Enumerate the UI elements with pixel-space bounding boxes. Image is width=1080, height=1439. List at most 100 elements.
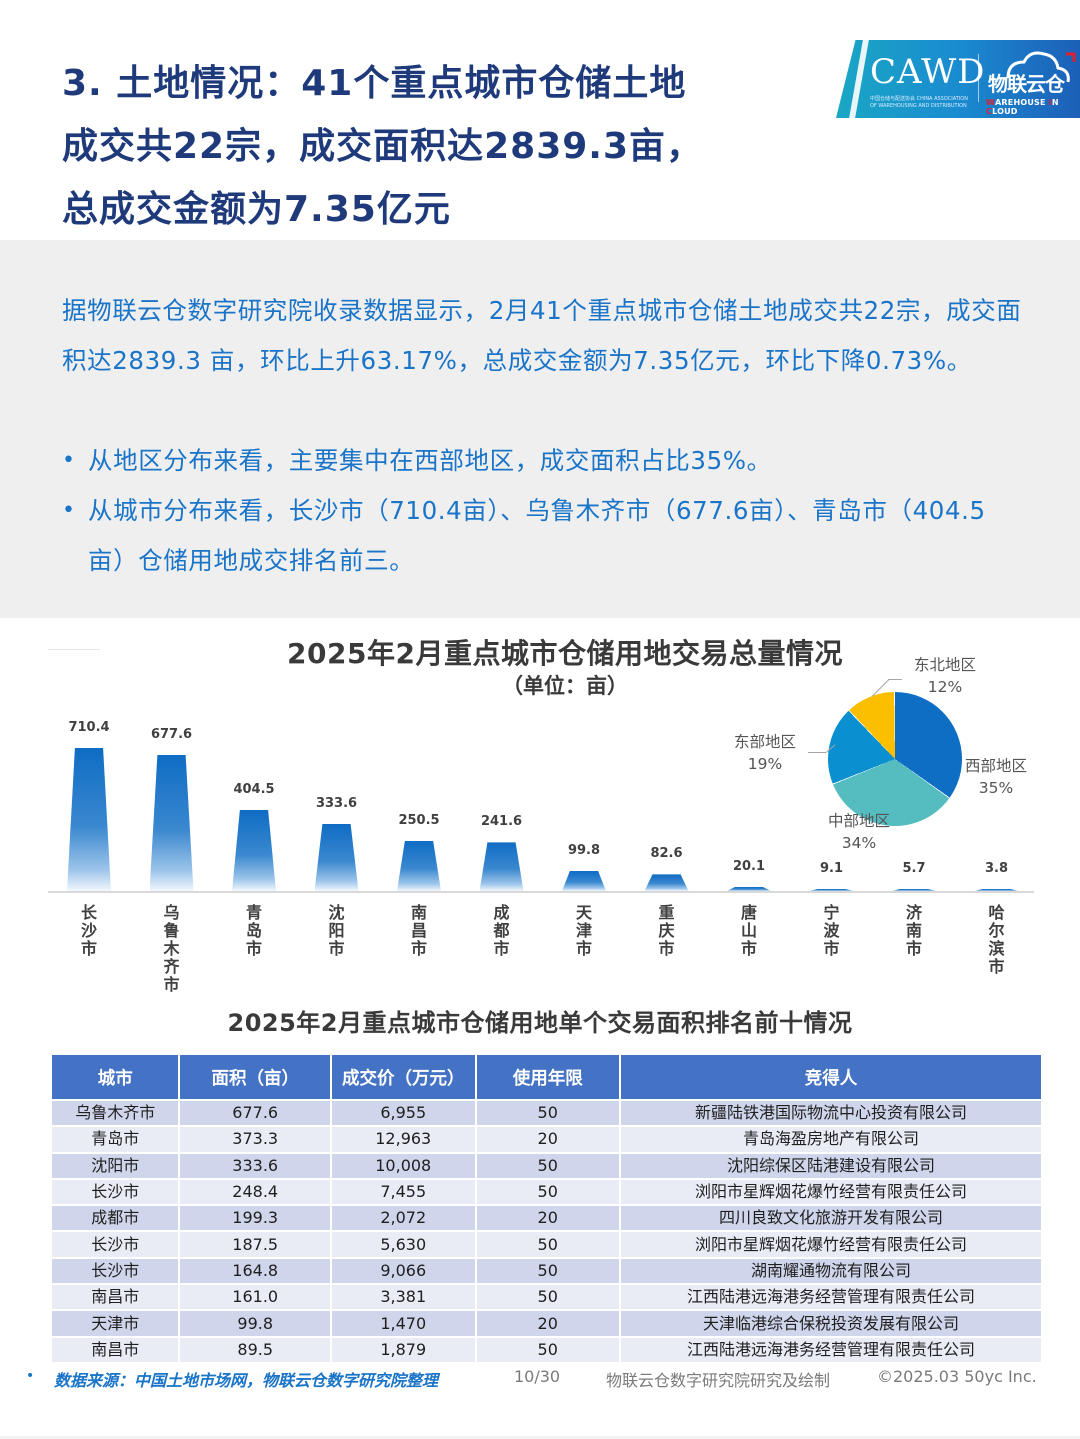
bar-column: 250.5 南昌市 [378,708,460,1008]
cell-winner: 沈阳综保区陆港建设有限公司 [620,1153,1041,1178]
table-header-row: 城市 面积（亩） 成交价（万元） 使用年限 竞得人 [52,1055,1041,1099]
leader-line [888,679,902,680]
cell-term: 20 [476,1311,619,1336]
cloud-icon [1006,51,1076,83]
page-title: 3. 土地情况：41个重点城市仓储土地 成交共22宗，成交面积达2839.3亩，… [62,52,802,241]
cell-area: 89.5 [180,1337,330,1362]
top-ten-table: 城市 面积（亩） 成交价（万元） 使用年限 竞得人 乌鲁木齐市 677.6 6,95… [50,1053,1043,1364]
cell-term: 50 [476,1285,619,1310]
bar-value-label: 20.1 [732,858,766,874]
cell-area: 199.3 [180,1206,330,1231]
bar-value-label: 677.6 [150,726,193,742]
cawd-subtitle: 中国仓储与配送协会 CHINA ASSOCIATION OF WAREHOUSI… [870,96,968,109]
table-row: 成都市 199.3 2,072 20 四川良致文化旅游开发有限公司 [52,1206,1041,1231]
cell-winner: 江西陆港远海港务经营管理有限责任公司 [620,1337,1041,1362]
warehouse-cloud-cn: 物联云仓 [988,72,1065,96]
cell-area: 99.8 [180,1311,330,1336]
summary-paragraph: 据物联云仓数字研究院收录数据显示，2月41个重点城市仓储土地成交共22宗，成交面… [62,296,1022,375]
cell-area: 373.3 [180,1127,330,1152]
summary-bullet-city: 从城市分布来看，长沙市（710.4亩）、乌鲁木齐市（677.6亩）、青岛市（40… [88,496,986,575]
bar-category-label: 宁波市 [823,903,840,958]
cell-winner: 浏阳市星辉烟花爆竹经营有限责任公司 [620,1232,1041,1257]
bar-column: 82.6 重庆市 [626,708,708,1008]
credit-text: 物联云仓数字研究院研究及绘制 [606,1371,831,1390]
cell-price: 6,955 [331,1101,475,1126]
col-price: 成交价（万元） [331,1055,475,1099]
cell-term: 20 [476,1206,619,1231]
cell-term: 50 [476,1101,619,1126]
bar [809,889,854,891]
bar [892,889,936,891]
cell-winner: 新疆陆铁港国际物流中心投资有限公司 [620,1101,1041,1126]
cell-winner: 江西陆港远海港务经营管理有限责任公司 [620,1285,1041,1310]
copyright-text: ©2025.03 50yc Inc. [877,1367,1037,1386]
bar-column: 20.1 唐山市 [708,708,790,1008]
bar-category-label: 长沙市 [80,903,97,958]
pie-label-west: 西部地区 35% [964,757,1027,797]
cell-city: 南昌市 [52,1337,179,1362]
warehouse-cloud-en: WAREHOUSE IN CLOUD [986,98,1059,116]
cell-winner: 天津临港综合保税投资发展有限公司 [620,1311,1041,1336]
cell-city: 长沙市 [52,1232,179,1257]
x-axis-line [48,891,1034,893]
bar-value-label: 99.8 [567,842,601,858]
bullet-dot-icon: • [62,498,75,523]
col-city: 城市 [52,1055,179,1099]
cell-price: 12,963 [331,1127,475,1152]
region-pie-chart [828,692,962,826]
bar-column: 710.4 长沙市 [48,708,130,1008]
bar-value-label: 3.8 [984,861,1009,876]
bar-column: 404.5 青岛市 [213,708,295,1008]
cell-term: 20 [476,1127,619,1152]
cell-winner: 四川良致文化旅游开发有限公司 [620,1206,1041,1231]
col-term: 使用年限 [476,1055,619,1099]
bar-category-label: 成都市 [493,903,510,958]
cell-city: 南昌市 [52,1285,179,1310]
page-header: 3. 土地情况：41个重点城市仓储土地 成交共22宗，成交面积达2839.3亩，… [0,0,1080,240]
bar [727,886,771,891]
col-winner: 竞得人 [620,1055,1041,1099]
bar [479,842,524,891]
bar-category-label: 哈尔滨市 [988,903,1005,976]
cell-price: 1,879 [331,1337,475,1362]
cell-area: 164.8 [180,1258,330,1284]
summary-panel: 据物联云仓数字研究院收录数据显示，2月41个重点城市仓储土地成交共22宗，成交面… [0,240,1080,618]
bar-category-label: 唐山市 [740,903,757,958]
bar [232,809,276,891]
page-number: 10/30 [514,1367,561,1386]
title-line: 总成交金额为7.35亿元 [62,189,451,230]
bar-column: 3.8 哈尔滨市 [956,708,1038,1008]
chart-title: 2025年2月重点城市仓储用地交易总量情况 [287,637,843,670]
bar [974,889,1019,891]
bar-column: 677.6 乌鲁木齐市 [131,708,213,1008]
logo-divider [978,54,979,102]
table-row: 天津市 99.8 1,470 20 天津临港综合保税投资发展有限公司 [52,1311,1041,1336]
bar [149,754,194,891]
bar-category-label: 南昌市 [410,903,427,958]
cell-city: 青岛市 [52,1127,179,1152]
table-row: 青岛市 373.3 12,963 20 青岛海盈房地产有限公司 [52,1127,1041,1152]
bar-column: 5.7 济南市 [873,708,955,1008]
cell-area: 187.5 [180,1232,330,1257]
cell-city: 天津市 [52,1311,179,1336]
bar-value-label: 250.5 [398,812,440,828]
bar [644,874,689,891]
table-row: 南昌市 161.0 3,381 50 江西陆港远海港务经营管理有限责任公司 [52,1285,1041,1310]
cell-price: 3,381 [331,1285,475,1310]
cell-term: 50 [476,1337,619,1362]
cell-area: 161.0 [180,1285,330,1310]
chart-unit: （单位：亩） [502,674,628,698]
cell-price: 1,470 [331,1311,475,1336]
pie-label-northeast: 东北地区 12% [913,656,976,696]
table-row: 沈阳市 333.6 10,008 50 沈阳综保区陆港建设有限公司 [52,1153,1041,1178]
bar-chart: 710.4 长沙市 677.6 乌鲁木齐市 404.5 青岛市 333.6 沈阳市 250.5 南… [48,708,1038,1008]
pie-label-central: 中部地区 34% [827,812,890,852]
cell-price: 5,630 [331,1232,475,1257]
logo-stripe [849,40,869,118]
bar-value-label: 333.6 [315,795,358,811]
cell-area: 677.6 [180,1101,330,1126]
bullet-dot-icon: • [62,448,75,473]
pie-label-east: 东部地区 19% [733,733,796,773]
bottom-band [0,1436,1080,1439]
bullet-dot-icon: • [26,1368,35,1384]
